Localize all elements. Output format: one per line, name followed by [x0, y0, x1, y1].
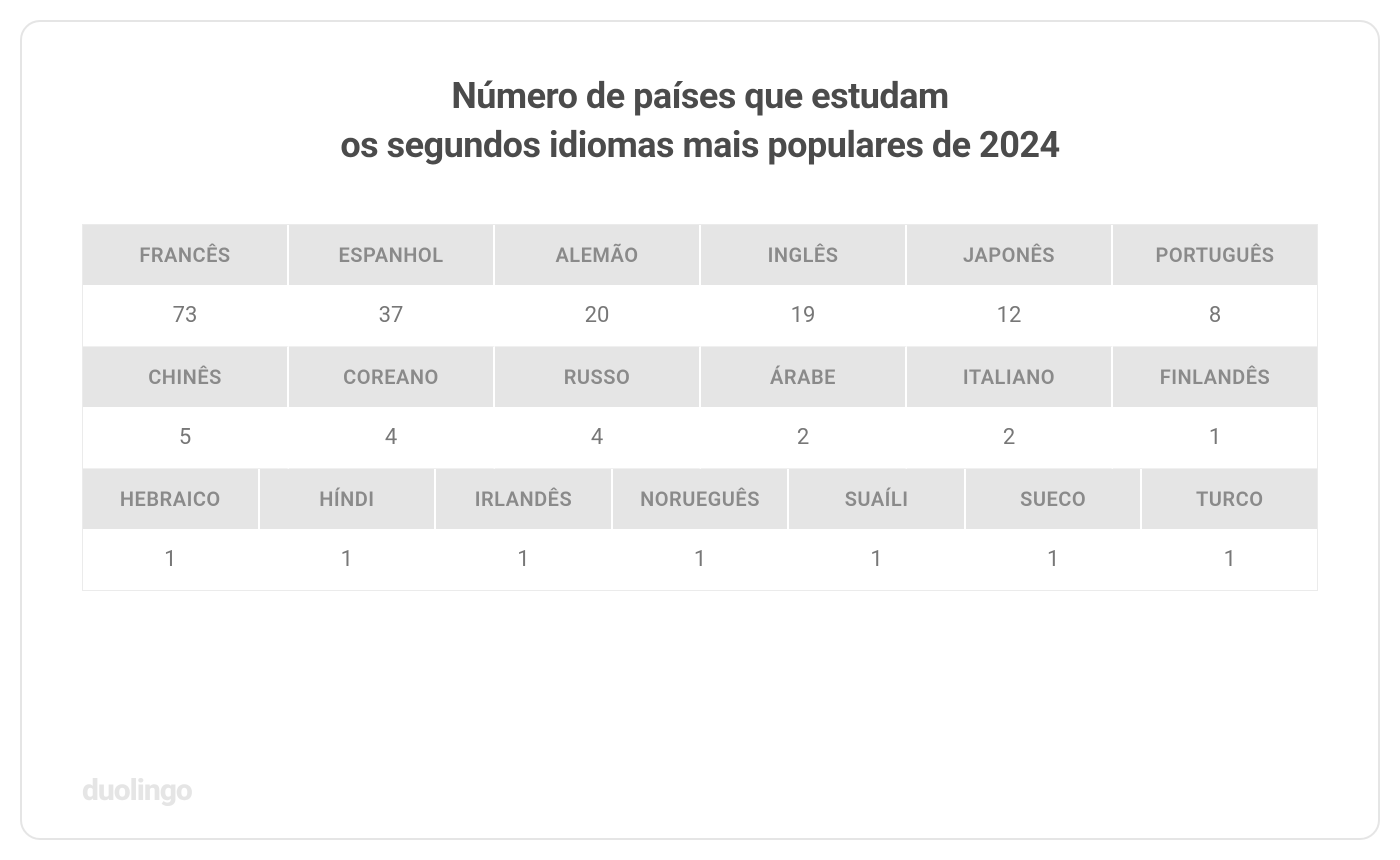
- language-table: FRANCÊS ESPANHOL ALEMÃO INGLÊS JAPONÊS P…: [82, 224, 1318, 591]
- table-header-cell: TURCO: [1142, 469, 1317, 529]
- table-header-cell: COREANO: [289, 347, 495, 407]
- table-header-cell: HEBRAICO: [83, 469, 260, 529]
- table-header-cell: NORUEGUÊS: [613, 469, 790, 529]
- table-header-row-3: HEBRAICO HÍNDI IRLANDÊS NORUEGUÊS SUAÍLI…: [83, 469, 1317, 529]
- table-header-row-1: FRANCÊS ESPANHOL ALEMÃO INGLÊS JAPONÊS P…: [83, 225, 1317, 285]
- table-value-cell: 1: [1113, 407, 1317, 469]
- table-value-cell: 37: [289, 285, 495, 347]
- table-value-cell: 19: [701, 285, 907, 347]
- table-value-row-1: 73 37 20 19 12 8: [83, 285, 1317, 347]
- table-value-cell: 1: [1142, 529, 1317, 590]
- table-header-row-2: CHINÊS COREANO RUSSO ÁRABE ITALIANO FINL…: [83, 347, 1317, 407]
- table-value-cell: 1: [83, 529, 260, 590]
- table-value-cell: 1: [260, 529, 437, 590]
- table-value-cell: 12: [907, 285, 1113, 347]
- table-header-cell: INGLÊS: [701, 225, 907, 285]
- table-value-cell: 8: [1113, 285, 1317, 347]
- title-line-2: os segundos idiomas mais populares de 20…: [340, 124, 1059, 166]
- table-header-cell: SUECO: [966, 469, 1143, 529]
- table-value-row-3: 1 1 1 1 1 1 1: [83, 529, 1317, 590]
- table-value-cell: 5: [83, 407, 289, 469]
- table-value-row-2: 5 4 4 2 2 1: [83, 407, 1317, 469]
- table-value-cell: 1: [613, 529, 790, 590]
- table-header-cell: JAPONÊS: [907, 225, 1113, 285]
- table-value-cell: 1: [436, 529, 613, 590]
- table-header-cell: RUSSO: [495, 347, 701, 407]
- table-header-cell: IRLANDÊS: [436, 469, 613, 529]
- table-value-cell: 2: [907, 407, 1113, 469]
- table-header-cell: ÁRABE: [701, 347, 907, 407]
- duolingo-logo: duolingo: [82, 773, 192, 808]
- table-value-cell: 20: [495, 285, 701, 347]
- table-value-cell: 4: [495, 407, 701, 469]
- table-header-cell: ITALIANO: [907, 347, 1113, 407]
- title-line-1: Número de países que estudam: [451, 75, 948, 117]
- table-header-cell: HÍNDI: [260, 469, 437, 529]
- table-value-cell: 1: [789, 529, 966, 590]
- table-value-cell: 73: [83, 285, 289, 347]
- table-value-cell: 1: [966, 529, 1143, 590]
- table-value-cell: 2: [701, 407, 907, 469]
- table-header-cell: CHINÊS: [83, 347, 289, 407]
- table-header-cell: FINLANDÊS: [1113, 347, 1317, 407]
- table-header-cell: ALEMÃO: [495, 225, 701, 285]
- table-header-cell: ESPANHOL: [289, 225, 495, 285]
- table-header-cell: SUAÍLI: [789, 469, 966, 529]
- card-title: Número de países que estudam os segundos…: [82, 72, 1318, 169]
- table-header-cell: PORTUGUÊS: [1113, 225, 1317, 285]
- infographic-card: Número de países que estudam os segundos…: [20, 20, 1380, 840]
- table-value-cell: 4: [289, 407, 495, 469]
- table-header-cell: FRANCÊS: [83, 225, 289, 285]
